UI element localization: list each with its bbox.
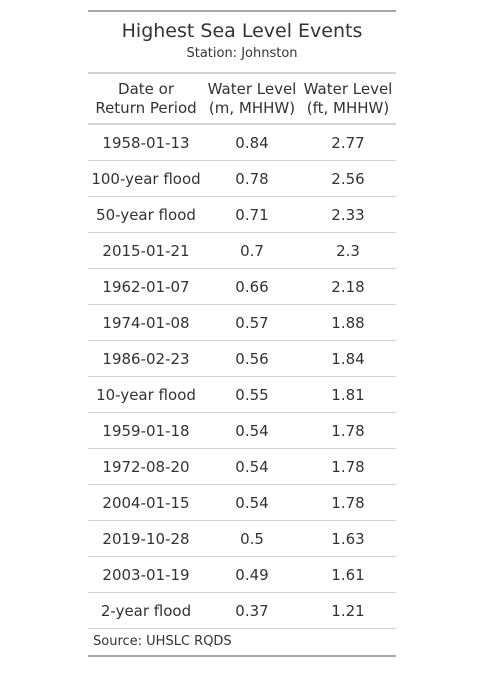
- column-header-water-ft-line2: (ft, MHHW): [306, 99, 390, 117]
- cell-water-m: 0.5: [204, 520, 300, 557]
- cell-date: 2003-01-19: [88, 556, 204, 593]
- header-rule: [88, 72, 396, 74]
- cell-date: 10-year flood: [88, 376, 204, 413]
- table-row: 1974-01-08 0.57 1.88: [88, 304, 396, 341]
- cell-water-ft: 2.18: [300, 268, 396, 305]
- cell-water-ft: 2.56: [300, 160, 396, 197]
- cell-water-m: 0.56: [204, 340, 300, 377]
- cell-water-ft: 1.88: [300, 304, 396, 341]
- cell-water-ft: 2.77: [300, 124, 396, 161]
- sea-level-table: Date or Return Period Water Level (m, MH…: [88, 74, 396, 629]
- sea-level-table-container: Highest Sea Level Events Station: Johnst…: [88, 10, 396, 657]
- cell-water-ft: 1.78: [300, 448, 396, 485]
- table-row: 1986-02-23 0.56 1.84: [88, 340, 396, 377]
- cell-date: 1974-01-08: [88, 304, 204, 341]
- cell-date: 100-year flood: [88, 160, 204, 197]
- cell-date: 1986-02-23: [88, 340, 204, 377]
- cell-water-m: 0.54: [204, 448, 300, 485]
- table-row: 2003-01-19 0.49 1.61: [88, 556, 396, 593]
- table-row: 1962-01-07 0.66 2.18: [88, 268, 396, 305]
- table-row: 1972-08-20 0.54 1.78: [88, 448, 396, 485]
- column-header-date-line1: Date or: [118, 80, 174, 98]
- cell-water-m: 0.49: [204, 556, 300, 593]
- cell-water-m: 0.57: [204, 304, 300, 341]
- table-row: 100-year flood 0.78 2.56: [88, 160, 396, 197]
- table-row: 1959-01-18 0.54 1.78: [88, 412, 396, 449]
- column-header-water-ft-line1: Water Level: [303, 80, 393, 98]
- column-header-water-ft: Water Level (ft, MHHW): [300, 74, 396, 125]
- table-title: Highest Sea Level Events: [121, 20, 363, 42]
- cell-water-m: 0.84: [204, 124, 300, 161]
- cell-water-m: 0.37: [204, 592, 300, 629]
- cell-water-ft: 1.63: [300, 520, 396, 557]
- cell-water-m: 0.71: [204, 196, 300, 233]
- cell-date: 2019-10-28: [88, 520, 204, 557]
- column-header-water-m: Water Level (m, MHHW): [204, 74, 300, 125]
- table-row: 2-year flood 0.37 1.21: [88, 592, 396, 629]
- cell-date: 1958-01-13: [88, 124, 204, 161]
- cell-water-m: 0.54: [204, 484, 300, 521]
- cell-water-m: 0.55: [204, 376, 300, 413]
- cell-water-ft: 1.78: [300, 412, 396, 449]
- cell-water-ft: 2.33: [300, 196, 396, 233]
- column-header-water-m-line2: (m, MHHW): [208, 99, 296, 117]
- cell-water-ft: 1.78: [300, 484, 396, 521]
- cell-date: 2004-01-15: [88, 484, 204, 521]
- table-row: 1958-01-13 0.84 2.77: [88, 124, 396, 161]
- cell-water-ft: 1.84: [300, 340, 396, 377]
- cell-water-ft: 1.61: [300, 556, 396, 593]
- cell-date: 2015-01-21: [88, 232, 204, 269]
- cell-date: 1962-01-07: [88, 268, 204, 305]
- table-row: 2004-01-15 0.54 1.78: [88, 484, 396, 521]
- cell-water-m: 0.54: [204, 412, 300, 449]
- table-row: 2019-10-28 0.5 1.63: [88, 520, 396, 557]
- table-row: 10-year flood 0.55 1.81: [88, 376, 396, 413]
- column-header-date: Date or Return Period: [88, 74, 204, 125]
- column-header-water-m-line1: Water Level: [207, 80, 297, 98]
- cell-water-m: 0.7: [204, 232, 300, 269]
- table-body: 1958-01-13 0.84 2.77 100-year flood 0.78…: [88, 124, 396, 629]
- column-header-date-line2: Return Period: [95, 99, 197, 117]
- table-subtitle: Station: Johnston: [186, 46, 298, 61]
- top-rule: [88, 10, 396, 12]
- source-note: Source: UHSLC RQDS: [93, 634, 232, 649]
- cell-water-ft: 2.3: [300, 232, 396, 269]
- table-row: 2015-01-21 0.7 2.3: [88, 232, 396, 269]
- cell-date: 2-year flood: [88, 592, 204, 629]
- bottom-rule: [88, 655, 396, 657]
- cell-water-m: 0.78: [204, 160, 300, 197]
- cell-date: 50-year flood: [88, 196, 204, 233]
- cell-water-m: 0.66: [204, 268, 300, 305]
- table-row: 50-year flood 0.71 2.33: [88, 196, 396, 233]
- cell-water-ft: 1.81: [300, 376, 396, 413]
- cell-water-ft: 1.21: [300, 592, 396, 629]
- cell-date: 1959-01-18: [88, 412, 204, 449]
- cell-date: 1972-08-20: [88, 448, 204, 485]
- table-header-row: Date or Return Period Water Level (m, MH…: [88, 74, 396, 125]
